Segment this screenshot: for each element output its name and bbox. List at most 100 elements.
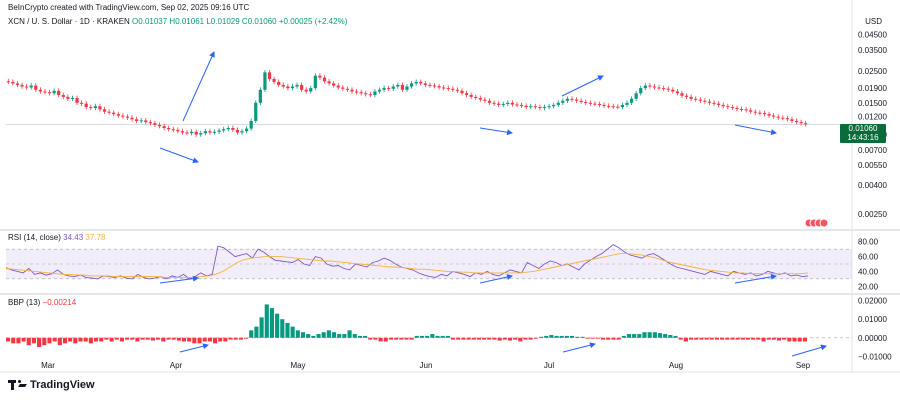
symbol-info: XCN / U. S. Dollar · 1D · KRAKEN O0.0103… [8, 17, 347, 26]
bbp-bar [797, 337, 802, 342]
candle [139, 120, 143, 122]
candle [382, 88, 386, 90]
candle [749, 110, 753, 112]
candle [286, 86, 290, 89]
bbp-bar [502, 337, 507, 340]
rsi-legend[interactable]: RSI (14, close) 34.43 37.78 [8, 233, 105, 242]
candle [57, 90, 61, 96]
bbp-bar [419, 335, 425, 338]
candle [611, 106, 615, 108]
bbp-bar [316, 334, 321, 338]
candle [460, 90, 464, 94]
candle [730, 107, 734, 109]
annotation-arrow [479, 274, 513, 284]
bbp-bar [792, 337, 797, 342]
rsi-name: RSI (14, close) [8, 233, 61, 242]
price-axis-tick: 0.01500 [858, 99, 887, 108]
bbp-bar [575, 336, 580, 338]
attribution-text: BeInCrypto created with TradingView.com,… [8, 3, 250, 12]
bbp-bar [601, 337, 606, 340]
bbp-bar [450, 337, 456, 340]
candle [474, 96, 478, 99]
annotation-arrow [182, 51, 215, 122]
candle [130, 117, 134, 120]
bbp-bar [363, 335, 368, 338]
candle [368, 94, 372, 96]
bbp-bar [181, 337, 187, 342]
rsi-value: 34.43 [63, 233, 84, 242]
bbp-bar [663, 334, 668, 338]
price-change: +0.00025 (+2.42%) [278, 17, 348, 26]
candle [556, 102, 560, 105]
bbp-bar [673, 335, 678, 338]
bbp-bar [771, 337, 776, 340]
bbp-bar [709, 337, 714, 340]
candle [469, 95, 473, 97]
candle [107, 111, 111, 113]
candle [322, 77, 327, 82]
candle [717, 103, 721, 105]
candle [153, 123, 157, 125]
bbp-bar [388, 337, 394, 340]
candle [102, 109, 107, 112]
event-flag-icon [819, 218, 829, 228]
annotation-arrow [562, 342, 596, 353]
candle [570, 98, 574, 100]
bbp-bar [740, 337, 745, 340]
candle [116, 114, 120, 116]
bbp-bar [47, 337, 52, 344]
candle [607, 105, 611, 107]
annotation-arrow [479, 127, 513, 136]
tradingview-logo-text: TradingView [30, 379, 95, 391]
candle [304, 89, 308, 92]
bbp-legend[interactable]: BBP (13) −0.00214 [8, 298, 76, 307]
bbp-bar [782, 337, 787, 340]
bbp-bar [68, 337, 73, 342]
bbp-bar [632, 334, 637, 338]
candle [396, 84, 400, 87]
bbp-bar [761, 337, 766, 342]
bbp-bar [6, 337, 11, 342]
candle [616, 106, 620, 108]
candle [350, 89, 354, 92]
candle [442, 87, 446, 89]
time-axis-tick: Mar [41, 361, 55, 370]
bbp-name: BBP (13) [8, 298, 41, 307]
candle [341, 87, 345, 89]
tradingview-logo-icon [8, 380, 27, 390]
bbp-bar [218, 337, 223, 342]
candle [354, 91, 359, 93]
bbp-bar [11, 337, 16, 344]
candle [180, 131, 185, 133]
candle [529, 106, 533, 108]
bbp-bar [187, 337, 192, 342]
annotation-arrow [734, 124, 777, 135]
candle [584, 101, 588, 103]
bbp-bar [482, 337, 487, 340]
time-axis-tick: Jul [544, 361, 554, 370]
price-axis-tick: 0.00700 [858, 146, 887, 155]
bbp-bar [730, 337, 735, 340]
bbp-bar [352, 334, 357, 338]
candle [89, 107, 93, 109]
bbp-bar [440, 335, 445, 338]
bbp-bar [435, 335, 440, 338]
candle [620, 104, 624, 108]
rsi-series-line [5, 253, 809, 278]
candle [758, 112, 762, 114]
bbp-bar [745, 337, 751, 340]
candle [501, 104, 505, 106]
tradingview-logo[interactable]: TradingView [8, 379, 95, 391]
bbp-axis-tick: 0.02000 [858, 297, 887, 306]
bbp-bar [668, 334, 673, 338]
candle [11, 81, 15, 84]
bbp-bar [331, 332, 337, 338]
bbp-bar [311, 335, 316, 338]
candle [547, 106, 551, 108]
bbp-bar [52, 337, 57, 342]
bbp-bar [647, 332, 652, 338]
ohlc-values: O0.01037 H0.01061 L0.01029 C0.01060 [132, 17, 277, 26]
candle [208, 131, 212, 133]
candle [6, 81, 10, 83]
